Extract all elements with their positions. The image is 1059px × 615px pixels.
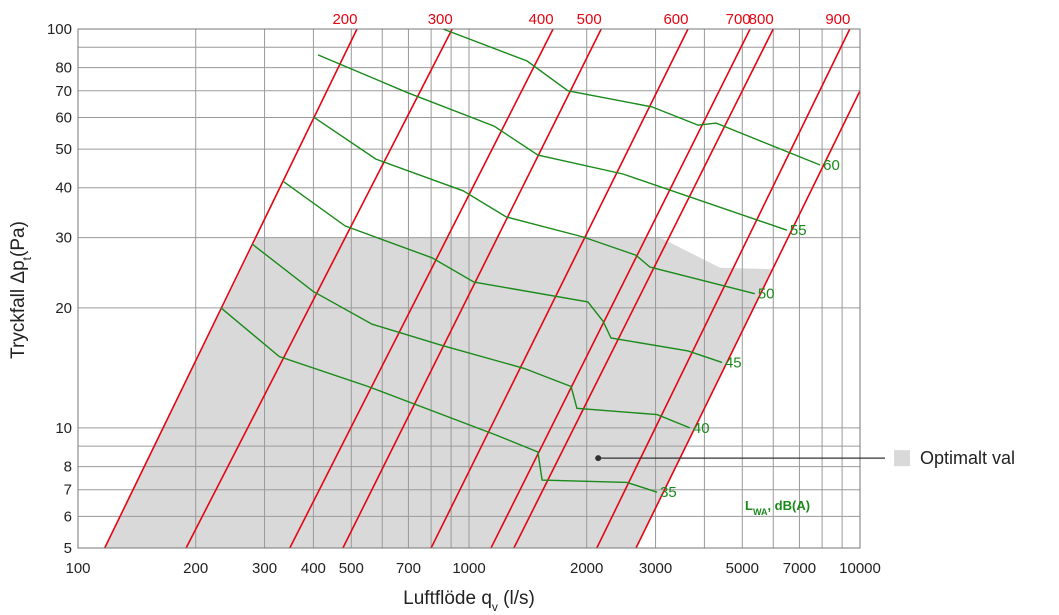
unit-sub: WA — [753, 507, 768, 517]
x-tick-label: 700 — [396, 560, 421, 577]
legend-label: Optimalt val — [920, 448, 1015, 468]
sound-curve-label: 35 — [660, 484, 677, 501]
sound-curve-label: 55 — [790, 222, 807, 239]
plot-background — [104, 237, 773, 548]
y-axis-label: Tryckfall Δpt(Pa) — [8, 221, 34, 359]
x-tick-label: 100 — [65, 560, 90, 577]
labels: 100 200 300 400 500 700 1000 2000 3000 5000 7000 10… — [47, 11, 1015, 577]
sound-curve — [283, 181, 723, 364]
unit-rest: , dB(A) — [767, 498, 810, 513]
x-tick-label: 200 — [183, 560, 208, 577]
x-tick-label: 500 — [339, 560, 364, 577]
y-tick-label: 30 — [55, 230, 72, 247]
x-label-rest: (l/s) — [498, 588, 535, 609]
size-line-label: 500 — [577, 11, 602, 28]
size-line — [289, 29, 554, 548]
y-tick-label: 20 — [55, 300, 72, 317]
sound-curve — [442, 29, 821, 166]
x-label-main: Luftflöde q — [403, 588, 492, 609]
size-line-label: 600 — [663, 11, 688, 28]
sound-curve-label: 45 — [725, 354, 742, 371]
x-tick-label: 2000 — [570, 560, 603, 577]
size-line-label: 200 — [332, 11, 357, 28]
curve-unit-label: LWA, dB(A) — [745, 498, 810, 517]
sound-curve-label: 60 — [823, 157, 840, 174]
y-tick-label: 10 — [55, 420, 72, 437]
y-label-sub: t — [20, 256, 34, 260]
sound-curve — [220, 307, 658, 493]
x-tick-label: 300 — [252, 560, 277, 577]
size-line-label: 700 — [726, 11, 751, 28]
y-tick-label: 70 — [55, 83, 72, 100]
x-tick-label: 10000 — [839, 560, 881, 577]
sound-curve-label: 40 — [693, 420, 710, 437]
y-tick-label: 40 — [55, 180, 72, 197]
size-line-label: 300 — [428, 11, 453, 28]
plot-lines — [103, 29, 860, 548]
y-tick-label: 5 — [64, 540, 72, 557]
plot-frame — [77, 28, 861, 549]
size-line — [635, 90, 860, 548]
sound-curve — [313, 116, 755, 295]
y-label-rest: (Pa) — [8, 221, 29, 257]
size-line — [430, 29, 689, 548]
x-tick-label: 7000 — [783, 560, 816, 577]
x-axis-label: Luftflöde qv (l/s) — [403, 588, 535, 614]
y-tick-label: 50 — [55, 141, 72, 158]
x-tick-label: 5000 — [726, 560, 759, 577]
y-tick-label: 7 — [64, 482, 72, 499]
y-tick-label: 100 — [47, 21, 72, 38]
x-tick-label: 400 — [301, 560, 326, 577]
size-line-label: 800 — [749, 11, 774, 28]
size-line-label: 900 — [825, 11, 850, 28]
size-line — [103, 29, 358, 548]
sound-curve-label: 50 — [758, 286, 775, 303]
optimal-region — [104, 237, 773, 548]
unit-main: L — [745, 498, 753, 513]
size-line — [185, 29, 453, 548]
y-label-main: Tryckfall Δp — [8, 260, 29, 359]
sound-curve — [251, 243, 691, 429]
x-tick-label: 3000 — [639, 560, 672, 577]
size-line-label: 400 — [529, 11, 554, 28]
sound-curve — [317, 54, 788, 231]
size-line — [596, 29, 851, 548]
size-line — [342, 29, 602, 548]
y-tick-label: 80 — [55, 60, 72, 77]
y-tick-label: 8 — [64, 459, 72, 476]
size-line — [490, 29, 751, 548]
y-tick-label: 60 — [55, 109, 72, 126]
y-tick-label: 6 — [64, 508, 72, 525]
size-line — [513, 29, 774, 548]
x-tick-label: 1000 — [452, 560, 485, 577]
legend-swatch — [894, 450, 910, 467]
x-label-sub: v — [492, 600, 498, 614]
